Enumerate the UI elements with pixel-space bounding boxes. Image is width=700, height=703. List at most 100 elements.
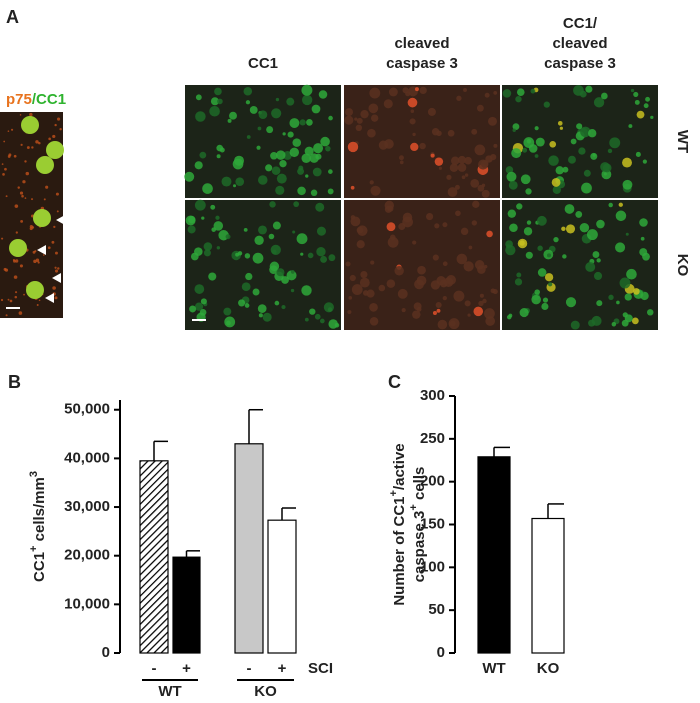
cell — [447, 187, 458, 197]
cell — [516, 272, 522, 278]
cell — [320, 318, 325, 324]
puncta — [20, 219, 24, 223]
cell — [184, 171, 195, 182]
cell — [233, 184, 237, 188]
puncta — [7, 298, 10, 301]
y-tick-label: 100 — [420, 558, 445, 575]
cell — [328, 254, 336, 262]
cell — [633, 91, 639, 97]
cell — [9, 239, 27, 257]
y-axis-label: CC1+ cells/mm3 — [28, 471, 48, 582]
puncta — [15, 291, 18, 294]
cell — [301, 153, 311, 163]
puncta — [57, 117, 61, 121]
puncta — [35, 140, 39, 144]
cell — [293, 201, 300, 208]
cell — [386, 279, 396, 288]
cell — [221, 176, 232, 187]
cell — [519, 307, 529, 318]
cell — [607, 148, 613, 154]
cell — [345, 261, 351, 267]
cell — [345, 108, 354, 117]
cell — [511, 148, 522, 159]
column-header: CC1/ — [563, 15, 598, 32]
cell — [307, 252, 314, 259]
cell — [290, 270, 295, 274]
puncta — [48, 137, 51, 141]
puncta — [14, 204, 19, 208]
cell — [493, 91, 498, 95]
panel-label: A — [6, 7, 19, 27]
cell — [596, 300, 603, 307]
cell — [328, 169, 333, 174]
cell — [276, 150, 286, 160]
cell — [437, 319, 448, 330]
puncta — [51, 240, 55, 244]
cell — [624, 293, 632, 301]
cell — [328, 115, 333, 121]
cell — [472, 200, 480, 209]
puncta — [42, 254, 45, 256]
cell — [268, 233, 275, 240]
cell — [320, 136, 330, 147]
cell — [356, 240, 365, 249]
superscript: + — [408, 504, 420, 510]
puncta — [13, 154, 17, 158]
cell — [633, 288, 640, 295]
cell — [297, 167, 305, 175]
cell — [611, 322, 617, 327]
cell — [347, 309, 352, 315]
y-tick-label: 250 — [420, 430, 445, 447]
column-header: caspase 3 — [386, 55, 458, 72]
cell — [562, 166, 569, 173]
cell — [300, 252, 304, 256]
cell — [439, 279, 448, 288]
puncta — [33, 259, 37, 263]
cell — [297, 186, 306, 196]
cell — [223, 307, 232, 316]
puncta — [57, 267, 60, 270]
cell — [464, 173, 469, 177]
cell — [401, 308, 406, 313]
puncta — [24, 160, 27, 163]
cell — [262, 312, 272, 322]
cell — [316, 247, 326, 257]
cell — [482, 298, 487, 304]
cell — [522, 147, 528, 153]
cell — [362, 290, 369, 296]
cell — [493, 143, 498, 148]
cell — [625, 232, 629, 236]
cell — [565, 297, 577, 308]
cell — [252, 252, 264, 264]
cell — [369, 317, 379, 326]
cell — [534, 154, 539, 158]
cell — [258, 313, 263, 318]
cell — [350, 185, 355, 190]
puncta — [31, 198, 34, 201]
cell — [323, 302, 334, 313]
cell — [311, 104, 321, 114]
cell — [509, 223, 518, 233]
cell — [432, 254, 439, 261]
cell — [481, 189, 490, 198]
cell — [256, 145, 261, 150]
cell — [275, 185, 285, 195]
cell — [448, 318, 460, 330]
puncta — [19, 264, 23, 268]
puncta — [36, 304, 39, 307]
cell — [370, 114, 379, 122]
inset-label-part: /CC1 — [32, 91, 66, 108]
cell — [366, 289, 375, 298]
cell — [619, 277, 631, 289]
cell — [467, 313, 471, 317]
cell — [457, 155, 467, 164]
cell — [412, 132, 416, 137]
cell — [299, 119, 306, 126]
row-label: WT — [674, 130, 691, 153]
y-tick-label: 150 — [420, 515, 445, 532]
cell — [397, 288, 408, 299]
cell — [210, 97, 219, 106]
cell — [622, 179, 633, 190]
cell — [631, 317, 639, 325]
cell — [351, 284, 363, 295]
